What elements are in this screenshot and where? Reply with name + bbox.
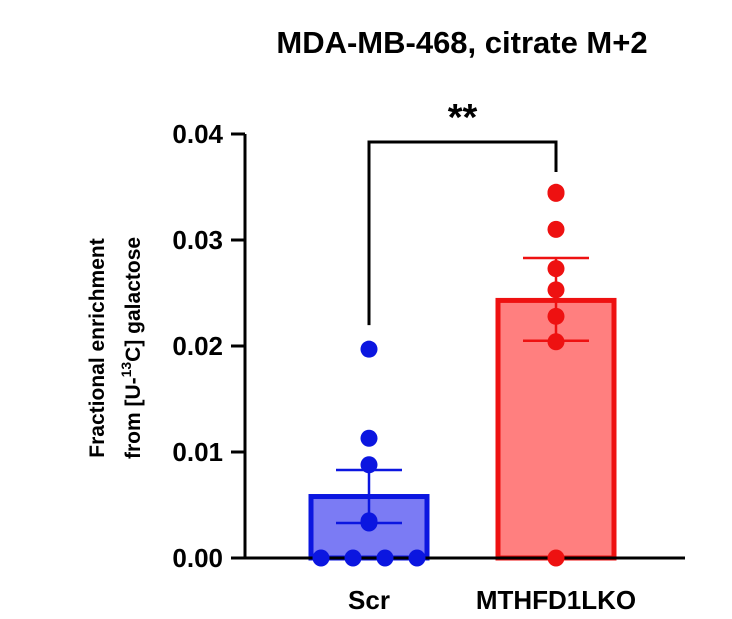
data-point	[376, 549, 394, 567]
y-tick-label: 0.02	[172, 331, 223, 361]
data-point	[547, 549, 565, 567]
x-tick-label: MTHFD1LKO	[476, 585, 636, 615]
chart-title: MDA-MB-468, citrate M+2	[276, 25, 647, 60]
y-tick-label: 0.01	[172, 437, 223, 467]
data-point	[547, 281, 565, 299]
y-axis-label-line2: from [U-13C] galactose	[118, 237, 145, 459]
y-tick-label: 0.04	[172, 119, 223, 149]
data-point	[547, 183, 565, 201]
data-point	[547, 333, 565, 351]
y-tick-label: 0.00	[172, 543, 223, 573]
data-point	[312, 549, 330, 567]
data-point	[344, 549, 362, 567]
x-tick-label: Scr	[348, 585, 390, 615]
data-point	[408, 549, 426, 567]
significance-bracket	[367, 140, 558, 326]
data-point	[360, 456, 378, 474]
plot-area: 0.00 0.01 0.02 0.03 0.04 Scr MTHFD1LKO **	[172, 97, 685, 615]
data-point	[547, 260, 565, 278]
data-point	[547, 220, 565, 238]
data-point	[360, 429, 378, 447]
significance-label: **	[448, 97, 478, 139]
y-axis-label-line1: Fractional enrichment	[86, 238, 109, 457]
data-point	[360, 512, 378, 530]
y-axis-label: Fractional enrichment from [U-13C] galac…	[86, 237, 145, 459]
data-point	[360, 340, 378, 358]
data-point	[547, 307, 565, 325]
y-tick-label: 0.03	[172, 225, 223, 255]
